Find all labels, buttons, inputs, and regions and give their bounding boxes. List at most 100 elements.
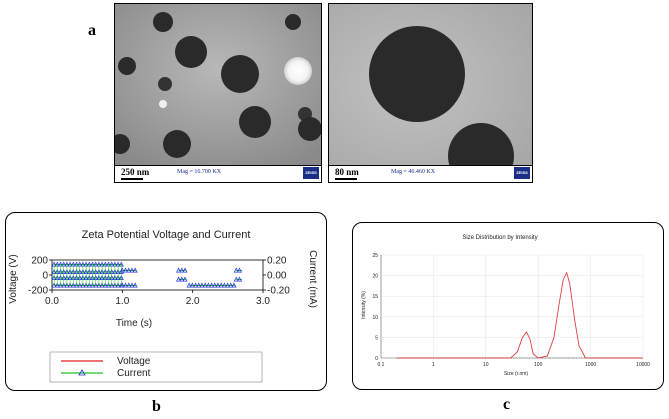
scale-label: 80 nm xyxy=(335,167,359,177)
intensity-series-line xyxy=(396,271,643,359)
x-tick-label: 10 xyxy=(483,362,489,368)
scale-bar xyxy=(335,178,357,180)
current-point xyxy=(208,282,215,288)
zeiss-logo: ZEISS xyxy=(303,167,319,179)
current-point xyxy=(64,282,70,288)
panel-label-b: b xyxy=(152,398,161,415)
x-tick-label: 100 xyxy=(534,362,543,368)
current-point xyxy=(236,276,243,282)
legend-voltage-label: Voltage xyxy=(117,356,151,367)
legend-current-label: Current xyxy=(117,368,151,379)
current-point xyxy=(119,282,125,288)
current-point xyxy=(122,267,129,273)
y-tick-label: 0 xyxy=(42,271,48,282)
current-point xyxy=(93,282,99,288)
current-point xyxy=(70,282,76,288)
current-point xyxy=(86,282,92,288)
zeta-potential-chart: Zeta Potential Voltage and Current Volta… xyxy=(8,229,318,383)
x-tick-label: 2.0 xyxy=(186,296,200,307)
tem-info-bar: 80 nm Mag = 46.460 KX ZEISS xyxy=(329,165,532,182)
y-tick-label: 5 xyxy=(375,335,378,341)
current-point xyxy=(233,267,239,273)
current-point xyxy=(186,282,192,288)
tem-micrograph-high-mag xyxy=(329,4,532,166)
current-point xyxy=(54,282,60,288)
size-distribution-chart-box: Size Distribution by Intensity Intensity… xyxy=(352,222,664,390)
panel-label-c: c xyxy=(503,396,511,413)
current-point xyxy=(51,282,57,288)
current-point xyxy=(126,267,132,273)
current-point xyxy=(57,282,64,288)
scale-label: 250 nm xyxy=(121,167,150,177)
y-tick-label: 20 xyxy=(372,274,378,280)
magnification-label: Mag = 46.460 KX xyxy=(391,169,436,175)
magnification-label: Mag = 16.700 KX xyxy=(177,169,222,175)
current-point xyxy=(89,282,96,288)
current-point xyxy=(122,282,129,288)
legend-current-marker xyxy=(78,369,86,376)
current-point xyxy=(182,276,188,282)
zeiss-logo: ZEISS xyxy=(514,167,530,179)
current-point xyxy=(179,276,185,282)
current-point xyxy=(231,282,237,288)
scale-bar xyxy=(121,178,143,180)
x-tick-label: 3.0 xyxy=(256,296,270,307)
tem-info-bar: 250 nm Mag = 16.700 KX ZEISS xyxy=(115,165,321,182)
current-point xyxy=(109,282,115,288)
y2-axis-label: Current (mA) xyxy=(307,250,318,308)
current-point xyxy=(73,282,80,288)
current-point xyxy=(96,282,102,288)
chart-title: Size Distribution by Intensity xyxy=(462,235,537,241)
current-point xyxy=(80,282,86,288)
current-point xyxy=(182,267,188,273)
tem-image-high-mag: 80 nm Mag = 46.460 KX ZEISS xyxy=(328,3,533,183)
current-point xyxy=(102,282,108,288)
current-point xyxy=(115,282,121,288)
y2-tick-label: -0.20 xyxy=(267,286,290,297)
current-point xyxy=(218,282,224,288)
current-point xyxy=(176,276,182,282)
current-point xyxy=(196,282,202,288)
current-point xyxy=(61,282,67,288)
current-point xyxy=(129,282,135,288)
tem-micrograph-low-mag xyxy=(115,4,321,166)
x-tick-label: 0.1 xyxy=(378,362,385,368)
y-tick-label: 0 xyxy=(375,356,378,362)
current-point xyxy=(67,282,73,288)
y-tick-label: 25 xyxy=(372,253,378,259)
x-axis-label: Size (r.nm) xyxy=(504,371,529,377)
y-axis-label: Voltage (V) xyxy=(8,254,19,303)
current-point xyxy=(228,282,234,288)
current-point xyxy=(132,282,138,288)
current-point xyxy=(202,282,208,288)
x-tick-label: 0.0 xyxy=(45,296,59,307)
current-point xyxy=(99,282,105,288)
x-tick-label: 10000 xyxy=(636,362,650,368)
y2-tick-label: 0.00 xyxy=(267,271,287,282)
chart-title: Zeta Potential Voltage and Current xyxy=(82,229,251,241)
current-point xyxy=(132,267,138,273)
x-tick-label: 1 xyxy=(432,362,435,368)
current-point xyxy=(215,282,221,288)
current-point xyxy=(105,282,112,288)
current-point xyxy=(212,282,218,288)
y-tick-label: 200 xyxy=(31,256,48,267)
legend-box xyxy=(49,351,263,383)
y-tick-label: -200 xyxy=(28,286,48,297)
x-axis-label: Time (s) xyxy=(116,318,152,329)
x-tick-label: 1000 xyxy=(585,362,596,368)
current-point xyxy=(126,282,132,288)
y-tick-label: 15 xyxy=(372,294,378,300)
x-tick-label: 1.0 xyxy=(115,296,129,307)
current-point xyxy=(205,282,211,288)
tem-image-low-mag: 250 nm Mag = 16.700 KX ZEISS xyxy=(114,3,322,183)
current-point xyxy=(221,282,227,288)
current-point xyxy=(189,282,195,288)
current-point xyxy=(112,282,118,288)
current-point xyxy=(176,267,182,273)
y-axis-label: Intensity (%) xyxy=(361,291,367,319)
zeta-potential-chart-box: Zeta Potential Voltage and Current Volta… xyxy=(5,212,327,391)
current-point xyxy=(83,282,89,288)
current-point xyxy=(192,282,199,288)
current-point xyxy=(199,282,205,288)
